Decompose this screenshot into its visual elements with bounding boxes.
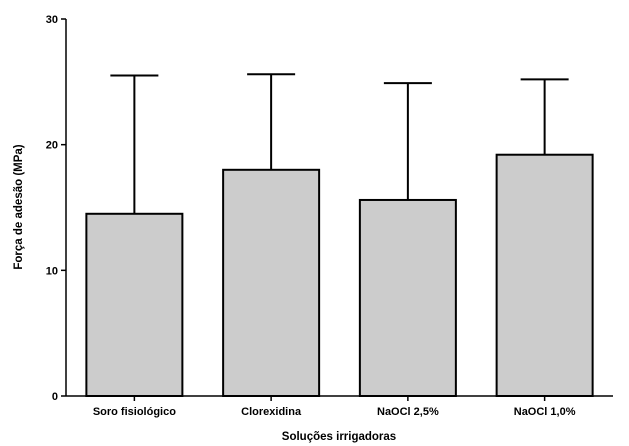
bar-2	[358, 198, 457, 397]
y-tick-label-1: 10	[46, 265, 58, 277]
bar-0	[85, 212, 184, 397]
bars-group	[85, 153, 594, 397]
x-tick-label-0: Soro fisiológico	[93, 406, 176, 418]
y-tick-label-2: 20	[46, 140, 58, 152]
y-axis-title: Força de adesão (MPa)	[13, 144, 25, 269]
y-tick-label-3: 30	[46, 14, 58, 26]
x-tick-label-1: Clorexidina	[241, 406, 302, 418]
x-ticks-group: Soro fisiológico Clorexidina NaOCl 2,5% NaO…	[93, 396, 576, 418]
y-ticks-group: 0 10 20 30	[46, 14, 66, 403]
bar-3	[495, 153, 594, 397]
x-tick-label-3: NaOCl 1,0%	[514, 406, 576, 418]
x-axis-title: Soluções irrigadoras	[282, 431, 396, 443]
error-bars-group	[110, 73, 569, 214]
y-tick-label-0: 0	[52, 391, 58, 403]
x-tick-label-2: NaOCl 2,5%	[377, 406, 439, 418]
bar-1	[222, 168, 321, 397]
